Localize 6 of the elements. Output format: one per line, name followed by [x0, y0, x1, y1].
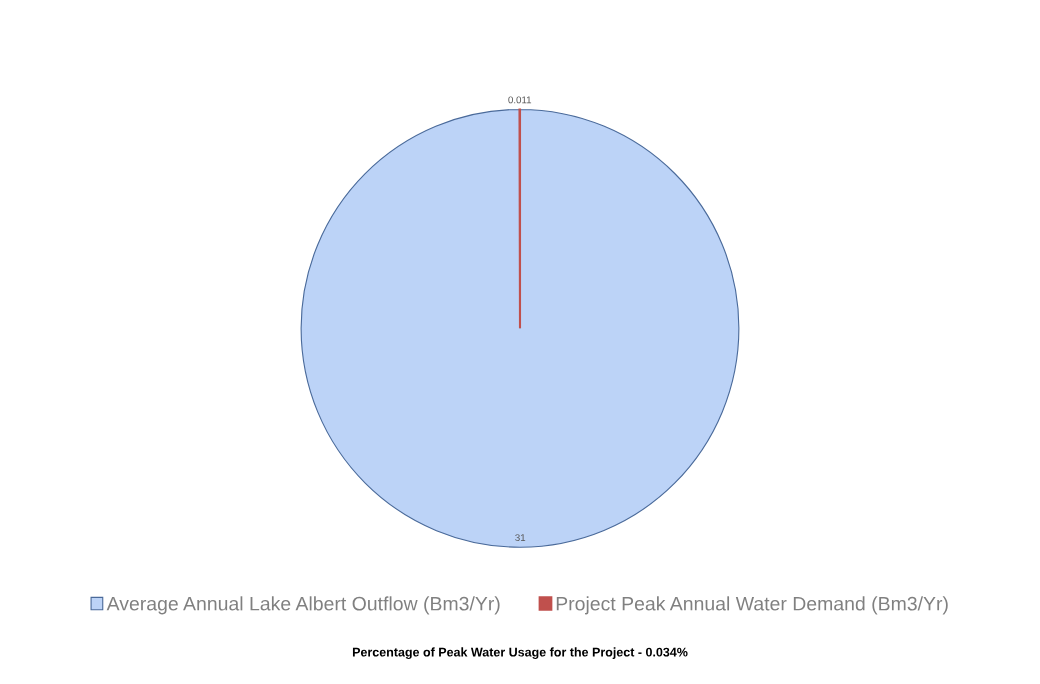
text: Percentage of Peak Water Usage for the Project - 0.034%: [352, 647, 688, 660]
data-label: 0.011: [508, 96, 532, 104]
legend-label: Average Annual Lake Albert Outflow (Bm3/Yr): [106, 596, 500, 615]
pie-slice: [300, 108, 740, 548]
data-label: 31: [515, 534, 526, 542]
legend-label: Project Peak Annual Water Demand (Bm3/Yr): [556, 596, 948, 615]
